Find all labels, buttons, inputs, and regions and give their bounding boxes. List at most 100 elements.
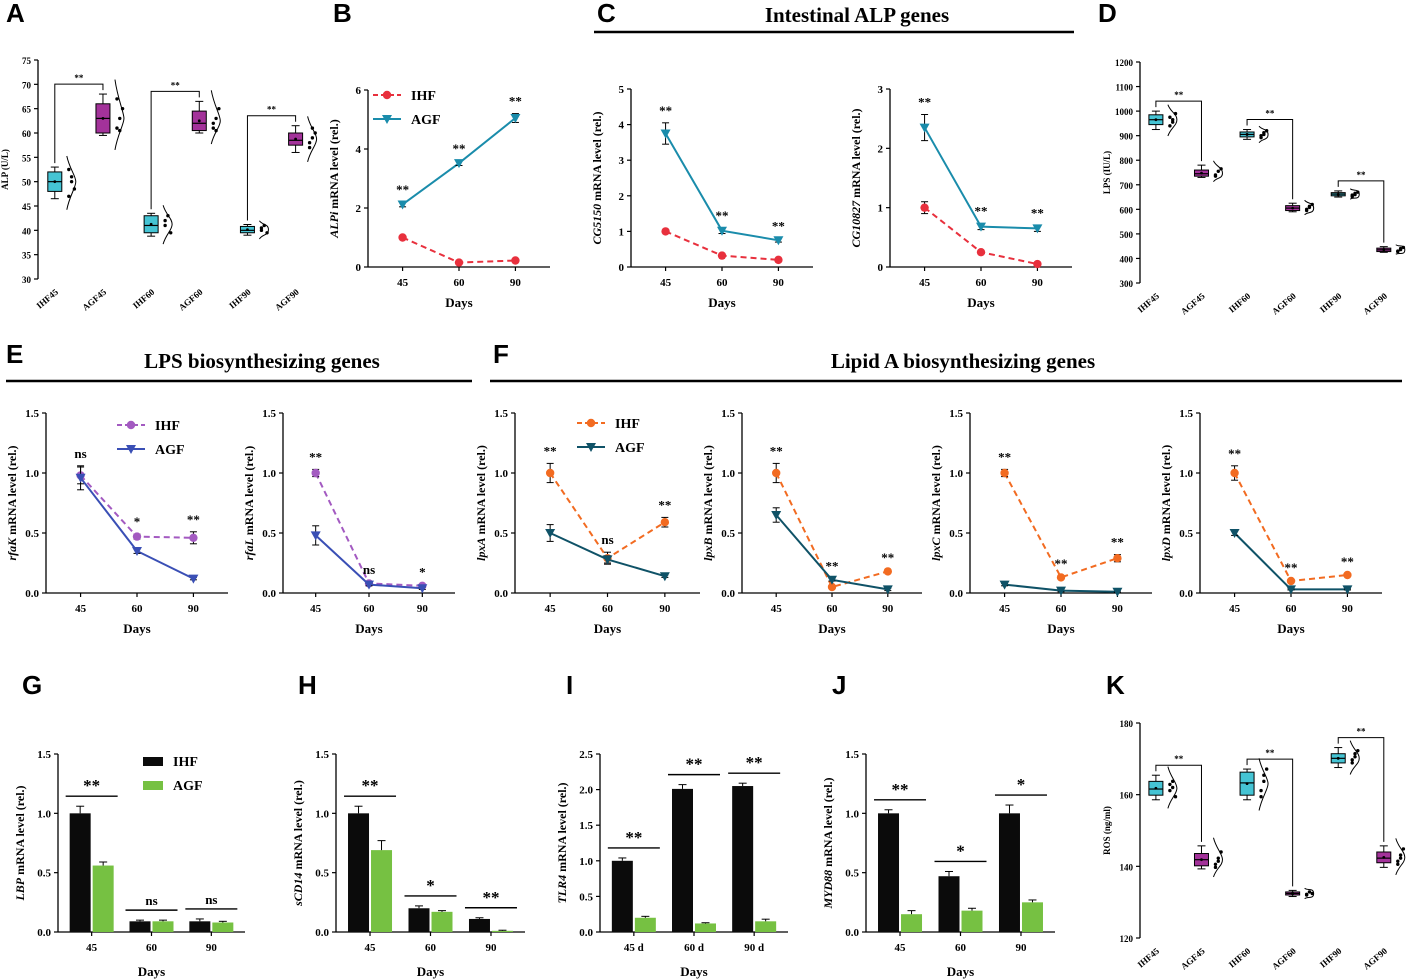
x-tick-label: 45 d — [624, 942, 644, 954]
y-tick-label: 60 — [22, 129, 32, 139]
significance-bracket — [246, 115, 297, 221]
data-point-ihf — [1343, 570, 1352, 580]
y-tick-label: 1 — [878, 203, 884, 215]
y-tick-label: 0.5 — [845, 868, 859, 880]
significance-label: ns — [601, 532, 613, 547]
y-tick-label: 0.0 — [262, 588, 276, 600]
data-point-agf — [310, 531, 321, 541]
bar-ihf — [69, 813, 91, 932]
x-tick-label: 60 — [364, 603, 376, 615]
x-axis-title: Days — [1277, 621, 1304, 636]
y-axis-label-unit: mRNA level (rel.) — [474, 445, 488, 537]
bar-agf — [901, 914, 923, 932]
legend-marker-agf — [586, 443, 596, 452]
data-point — [1168, 124, 1172, 128]
x-tick-label: IHF60 — [1227, 946, 1253, 970]
significance-label: ** — [309, 449, 322, 464]
data-point-agf — [75, 473, 86, 483]
y-tick-label: 1.5 — [579, 820, 593, 832]
box-mean — [53, 180, 57, 184]
significance-label: ** — [1357, 727, 1367, 737]
x-axis-title: Days — [708, 295, 735, 310]
data-point-agf — [1229, 529, 1240, 538]
y-tick-label: 0.5 — [37, 868, 51, 880]
x-tick-label: AGF45 — [1179, 946, 1207, 972]
x-axis-title: Days — [123, 621, 150, 636]
box-mean — [246, 228, 249, 232]
x-tick-label: AGF90 — [273, 287, 301, 313]
y-tick-label: 1.0 — [949, 468, 963, 480]
data-point — [1173, 111, 1178, 116]
y-tick-label: 1.5 — [315, 749, 329, 761]
y-axis-label-gene: CG10827 — [849, 200, 863, 248]
data-point-ihf — [717, 251, 727, 260]
y-tick-label: 600 — [1120, 205, 1134, 215]
x-tick-label: AGF60 — [1270, 291, 1298, 317]
data-point — [1310, 202, 1314, 207]
x-tick-label: 90 — [882, 603, 894, 615]
legend-label: IHF — [173, 755, 198, 770]
significance-label: * — [419, 565, 426, 580]
y-tick-label: 0.0 — [721, 588, 735, 600]
x-tick-label: AGF45 — [80, 287, 108, 313]
data-point — [310, 126, 315, 130]
data-point — [1216, 169, 1220, 173]
x-axis-title: Days — [967, 295, 994, 310]
data-point — [262, 223, 266, 228]
box-mean — [101, 117, 105, 120]
violin-outline — [1212, 837, 1223, 878]
legend-label: AGF — [411, 113, 441, 128]
y-tick-label: 0.0 — [25, 588, 39, 600]
bar-ihf — [129, 921, 151, 932]
violin-outline — [1349, 188, 1360, 200]
y-tick-label: 0.5 — [579, 891, 593, 903]
data-point — [1304, 892, 1309, 897]
chart-f-lpxd: 0.0 0.5 1.0 1.5 45 60 90 Days lpxD mRNA level (r… — [1159, 408, 1382, 636]
box-mean — [1336, 756, 1340, 760]
box-mean — [294, 137, 297, 141]
significance-label: ** — [686, 755, 703, 774]
data-point — [217, 106, 221, 111]
y-tick-label: 1.0 — [845, 808, 859, 820]
data-point — [1401, 847, 1406, 851]
data-point — [211, 126, 215, 130]
panel-label-C: C — [597, 0, 616, 28]
x-tick-label: 60 — [602, 603, 614, 615]
significance-label: ** — [1265, 109, 1275, 119]
chart-j-myd88: 0.0 0.5 1.0 1.5 45 60 90 Days MYD88 mRNA level (… — [821, 749, 1055, 979]
x-tick-label: AGF45 — [1179, 291, 1207, 317]
significance-bracket — [1246, 758, 1294, 887]
chart-e-rfak: 0.0 0.5 1.0 1.5 45 60 90 Days rfaK mRNA level (r… — [5, 408, 228, 636]
x-tick-label: 45 — [397, 277, 409, 289]
box-mean — [1154, 786, 1158, 790]
x-tick-label: 90 — [1342, 603, 1354, 615]
y-tick-label: 1.5 — [25, 408, 39, 420]
chart-f-lpxc: 0.0 0.5 1.0 1.5 45 60 90 Days lpxC mRNA level (r… — [929, 408, 1152, 636]
y-axis-label: rfaL mRNA level (rel.) — [242, 446, 256, 560]
data-point-ihf — [454, 258, 464, 267]
x-tick-label: 90 — [1015, 942, 1027, 954]
data-point-agf — [602, 555, 613, 565]
data-point — [1259, 788, 1263, 793]
significance-bracket — [1337, 737, 1385, 842]
data-point-agf — [882, 585, 893, 595]
y-tick-label: 0 — [619, 262, 625, 274]
x-tick-label: 90 — [417, 603, 429, 615]
y-tick-label: 3 — [878, 84, 884, 96]
data-point — [259, 226, 264, 230]
data-point — [1171, 118, 1175, 122]
y-tick-label: 0.0 — [494, 588, 508, 600]
data-point — [265, 231, 269, 235]
significance-label: ** — [1111, 535, 1124, 550]
data-point — [67, 194, 71, 198]
panel-label-F: F — [493, 339, 509, 369]
data-point — [67, 167, 71, 172]
panel-label-B: B — [333, 0, 352, 28]
data-point-agf — [545, 529, 556, 538]
y-tick-label: 70 — [22, 80, 32, 90]
y-tick-label: 55 — [22, 153, 32, 163]
x-tick-label: 45 — [771, 603, 783, 615]
y-axis-label-gene: rfaL — [242, 538, 256, 560]
violin-outline — [1304, 199, 1315, 216]
y-axis-label: ALP (U/L) — [0, 149, 10, 190]
